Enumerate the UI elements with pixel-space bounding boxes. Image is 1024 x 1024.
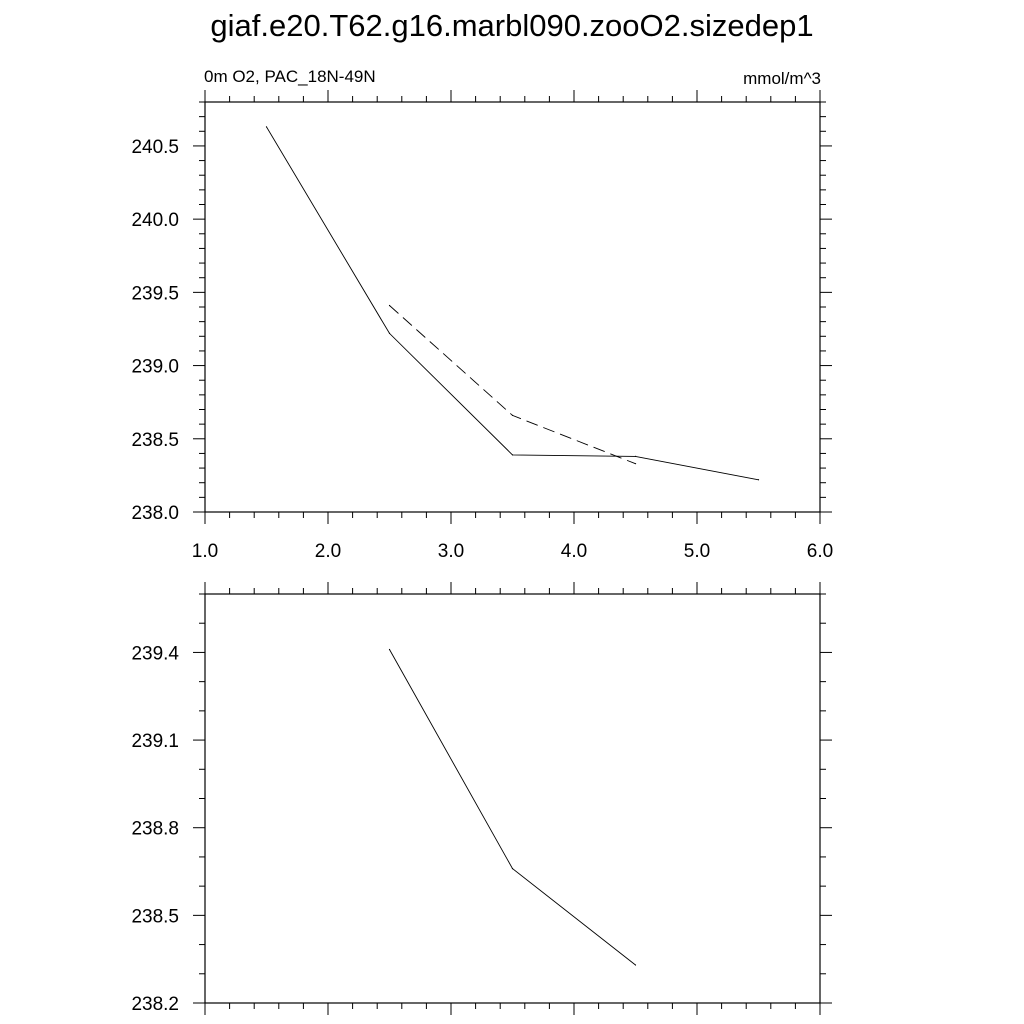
bottom-panel: 238.2 238.5 238.8 239.1 239.4 — [131, 582, 832, 1015]
series-line-dashed — [389, 305, 636, 465]
series-line-solid — [266, 126, 759, 481]
x-tick-label: 5.0 — [684, 541, 710, 562]
x-tick-label: 2.0 — [315, 541, 341, 562]
y-tick-label: 238.5 — [131, 906, 179, 927]
plot-frame — [204, 101, 821, 513]
y-tick-label: 238.5 — [131, 430, 179, 451]
data-point — [634, 964, 637, 966]
x-tick-label: 3.0 — [438, 541, 464, 562]
x-tick-label: 6.0 — [807, 541, 833, 562]
chart-title: giaf.e20.T62.g16.marbl090.zooO2.sizedep1 — [210, 8, 814, 43]
data-point — [388, 332, 391, 334]
y-tick-label: 239.4 — [131, 643, 179, 664]
y-tick-label: 239.0 — [131, 357, 179, 378]
y-tick-label: 240.0 — [131, 210, 179, 231]
units-label: mmol/m^3 — [743, 69, 821, 88]
y-tick-label: 239.1 — [131, 731, 179, 752]
data-point — [265, 126, 268, 128]
data-point — [388, 648, 391, 651]
x-tick-label: 1.0 — [192, 541, 218, 562]
region-label: 0m O2, PAC_18N-49N — [204, 67, 376, 86]
plot-frame — [204, 593, 821, 1004]
top-panel: 238.0 238.5 239.0 239.5 240.0 240.5 1.0 2.0 3.0 4… — [131, 90, 833, 562]
data-point — [388, 304, 391, 307]
x-tick-label: 4.0 — [561, 541, 587, 562]
data-point — [634, 463, 637, 465]
y-tick-label: 238.2 — [131, 994, 179, 1015]
data-point — [511, 454, 514, 456]
data-point — [757, 479, 760, 481]
data-point — [511, 414, 514, 416]
series-line-solid — [389, 649, 636, 966]
data-point — [511, 868, 514, 870]
y-tick-label: 240.5 — [131, 137, 179, 158]
y-tick-label: 238.0 — [131, 503, 179, 524]
data-point — [634, 455, 637, 457]
y-tick-label: 238.8 — [131, 819, 179, 840]
y-tick-label: 239.5 — [131, 283, 179, 304]
